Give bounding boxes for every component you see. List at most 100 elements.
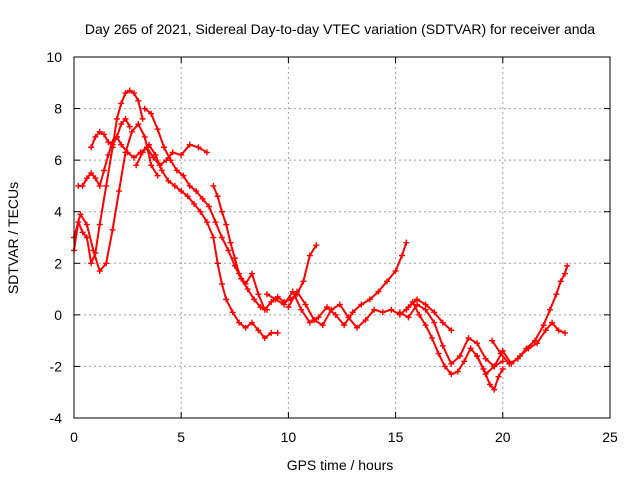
data-point-marker bbox=[323, 304, 330, 311]
data-point-marker bbox=[564, 262, 571, 269]
data-point-marker bbox=[225, 247, 232, 254]
data-point-marker bbox=[409, 298, 416, 305]
data-point-marker bbox=[542, 327, 549, 334]
data-point-marker bbox=[105, 139, 112, 146]
data-point-marker bbox=[167, 157, 174, 164]
data-point-marker bbox=[366, 296, 373, 303]
y-tick-label: 8 bbox=[54, 101, 62, 117]
data-point-marker bbox=[227, 239, 234, 246]
data-point-marker bbox=[549, 319, 556, 326]
data-point-marker bbox=[506, 360, 513, 367]
data-point-marker bbox=[499, 366, 506, 373]
series-line bbox=[135, 143, 279, 340]
data-point-marker bbox=[158, 167, 165, 174]
tick-layer: 0 5 10 15 20 25 -4 -2 0 2 4 6 8 10 bbox=[46, 49, 618, 445]
y-tick-label: 6 bbox=[54, 152, 62, 168]
data-point-marker bbox=[431, 309, 438, 316]
data-point-marker bbox=[180, 172, 187, 179]
data-point-marker bbox=[210, 234, 217, 241]
data-point-marker bbox=[293, 288, 300, 295]
data-point-marker bbox=[236, 319, 243, 326]
data-point-marker bbox=[103, 182, 110, 189]
data-point-marker bbox=[306, 319, 313, 326]
data-point-marker bbox=[197, 208, 204, 215]
data-point-marker bbox=[96, 268, 103, 275]
data-point-marker bbox=[311, 317, 318, 324]
series-satellite-track-3 bbox=[75, 133, 210, 189]
data-point-marker bbox=[113, 115, 120, 122]
data-point-marker bbox=[248, 270, 255, 277]
data-point-marker bbox=[161, 144, 168, 151]
data-point-marker bbox=[261, 306, 268, 313]
data-point-marker bbox=[124, 149, 131, 156]
data-point-marker bbox=[133, 162, 140, 169]
data-point-marker bbox=[126, 123, 133, 130]
data-point-marker bbox=[128, 128, 135, 135]
data-point-marker bbox=[482, 355, 489, 362]
x-tick-label: 5 bbox=[177, 429, 185, 445]
data-point-marker bbox=[553, 291, 560, 298]
series-satellite-track-4 bbox=[88, 115, 133, 151]
series-line bbox=[491, 264, 569, 365]
data-point-marker bbox=[103, 260, 110, 267]
data-point-marker bbox=[122, 90, 129, 97]
y-axis-label: SDTVAR / TECUs bbox=[5, 182, 21, 294]
data-point-marker bbox=[546, 306, 553, 313]
x-tick-label: 10 bbox=[281, 429, 297, 445]
x-axis-label: GPS time / hours bbox=[287, 457, 394, 473]
data-point-marker bbox=[141, 133, 148, 140]
data-point-marker bbox=[557, 278, 564, 285]
series-satellite-track-11 bbox=[396, 301, 506, 370]
data-point-marker bbox=[118, 100, 125, 107]
data-point-marker bbox=[414, 296, 421, 303]
data-point-marker bbox=[405, 314, 412, 321]
data-point-marker bbox=[184, 193, 191, 200]
data-point-marker bbox=[92, 175, 99, 182]
data-point-marker bbox=[281, 301, 288, 308]
data-point-marker bbox=[186, 141, 193, 148]
data-point-marker bbox=[495, 373, 502, 380]
data-point-marker bbox=[561, 329, 568, 336]
data-point-marker bbox=[169, 149, 176, 156]
data-point-marker bbox=[109, 226, 116, 233]
data-point-marker bbox=[248, 319, 255, 326]
data-point-marker bbox=[332, 311, 339, 318]
data-point-marker bbox=[448, 371, 455, 378]
data-point-marker bbox=[272, 296, 279, 303]
data-point-marker bbox=[435, 350, 442, 357]
series-satellite-track-10 bbox=[403, 298, 506, 393]
data-point-marker bbox=[148, 162, 155, 169]
data-point-marker bbox=[384, 278, 391, 285]
data-point-marker bbox=[349, 309, 356, 316]
data-point-marker bbox=[96, 128, 103, 135]
data-point-marker bbox=[212, 219, 219, 226]
data-point-marker bbox=[362, 317, 369, 324]
data-point-marker bbox=[131, 154, 138, 161]
data-point-marker bbox=[300, 278, 307, 285]
data-point-marker bbox=[223, 221, 230, 228]
data-point-marker bbox=[242, 280, 249, 287]
data-point-marker bbox=[178, 188, 185, 195]
data-point-marker bbox=[491, 363, 498, 370]
data-point-marker bbox=[101, 131, 108, 138]
data-point-marker bbox=[154, 172, 161, 179]
data-point-marker bbox=[540, 322, 547, 329]
data-point-marker bbox=[263, 291, 270, 298]
series-line bbox=[398, 303, 504, 368]
data-point-marker bbox=[399, 252, 406, 259]
data-point-marker bbox=[139, 149, 146, 156]
data-point-marker bbox=[165, 177, 172, 184]
data-point-marker bbox=[154, 126, 161, 133]
data-point-marker bbox=[315, 314, 322, 321]
data-point-marker bbox=[77, 211, 84, 218]
data-point-marker bbox=[96, 182, 103, 189]
data-point-marker bbox=[92, 133, 99, 140]
data-point-marker bbox=[229, 309, 236, 316]
data-point-marker bbox=[105, 151, 112, 158]
data-point-marker bbox=[195, 144, 202, 151]
data-point-marker bbox=[298, 306, 305, 313]
data-point-marker bbox=[302, 301, 309, 308]
data-point-marker bbox=[257, 304, 264, 311]
data-point-marker bbox=[79, 182, 86, 189]
data-point-marker bbox=[403, 239, 410, 246]
